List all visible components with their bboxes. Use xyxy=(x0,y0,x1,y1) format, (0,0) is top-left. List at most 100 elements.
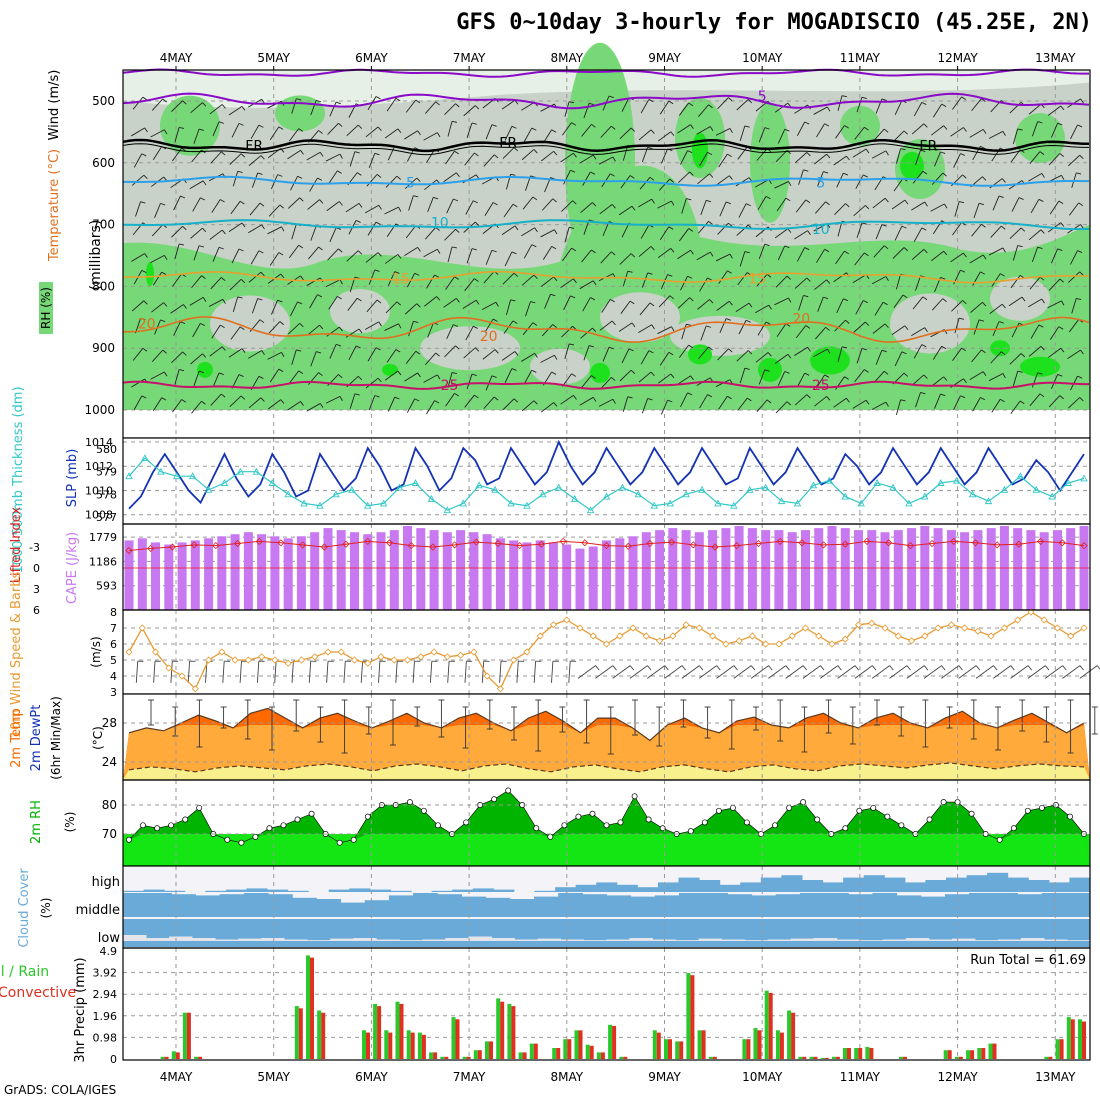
isotherm-10 xyxy=(123,219,1090,231)
wind-barb xyxy=(131,253,148,262)
wind-barb xyxy=(287,401,304,411)
wind-barb xyxy=(758,369,770,385)
lifted-index-marker xyxy=(906,542,914,550)
wind-barb xyxy=(815,326,830,340)
wind-axis-label: Wind (m/s) xyxy=(47,70,62,141)
rh2m-marker xyxy=(336,839,343,846)
date-label-top: 9MAY xyxy=(648,51,681,65)
thickness-marker xyxy=(1000,485,1009,493)
cloud-low-bar xyxy=(330,938,354,941)
wind-barb xyxy=(969,129,987,138)
wind-barb xyxy=(657,200,675,209)
wind-barb xyxy=(698,220,713,234)
wind-barb-10m xyxy=(733,665,756,679)
wind-barb xyxy=(716,300,733,311)
wind-barb xyxy=(911,123,928,135)
wind-barb xyxy=(1068,202,1084,216)
cloud-middle-bar xyxy=(703,893,728,917)
wind-barb xyxy=(365,126,382,138)
thickness-marker xyxy=(586,506,595,514)
cape-bar xyxy=(257,534,267,610)
wind-barb xyxy=(952,96,967,110)
wind-barb xyxy=(619,369,636,382)
dewpt-line xyxy=(128,762,1085,773)
wind-barb xyxy=(174,126,185,143)
wind-barb xyxy=(657,373,675,384)
wind-barb xyxy=(541,402,558,413)
cloud-low-bar xyxy=(928,939,953,941)
wind-barb-10m xyxy=(326,660,334,683)
wind10-marker xyxy=(1014,616,1022,624)
wind-barb xyxy=(541,150,558,162)
wind-barb xyxy=(718,270,732,284)
wind-barb xyxy=(1048,153,1064,166)
wind-barb xyxy=(171,226,187,238)
cloud-low-bar xyxy=(307,940,331,941)
wind10-marker xyxy=(510,656,518,664)
wind-barb xyxy=(756,273,772,287)
wind10-marker xyxy=(1000,624,1008,632)
cape-bar xyxy=(960,532,970,610)
cloud-low-bar xyxy=(744,940,769,941)
wind-barb xyxy=(813,106,831,115)
wind-barb xyxy=(638,324,655,334)
wind10-units-label: (m/s) xyxy=(89,636,103,667)
date-label-bottom: 13MAY xyxy=(1035,1070,1076,1084)
cloud-level-high: high xyxy=(92,875,120,890)
precip-total-bar xyxy=(686,973,691,1059)
thickness-marker xyxy=(188,472,197,480)
temp2m-line xyxy=(128,707,1085,742)
precip-total-bar xyxy=(160,1056,165,1059)
wind-barb xyxy=(387,396,400,412)
thickness-marker xyxy=(809,481,818,489)
wind-barb xyxy=(640,99,654,114)
precip-conv-bar xyxy=(567,1039,572,1059)
wind-barb xyxy=(835,250,849,265)
precip-conv-bar xyxy=(981,1048,986,1059)
rh2m-marker xyxy=(898,822,905,829)
wind-barb xyxy=(368,395,380,411)
wind10-marker xyxy=(457,651,465,659)
cape-bar xyxy=(217,536,227,610)
thickness-marker xyxy=(1016,472,1025,480)
wind-barb-10m xyxy=(222,660,231,683)
wind-barb xyxy=(931,172,947,185)
wind-barb xyxy=(677,297,694,309)
wind-barb xyxy=(446,324,459,339)
wind-barb xyxy=(700,325,712,341)
cape-bar xyxy=(270,536,280,610)
contour-label: 10 xyxy=(812,222,830,238)
wind-barb xyxy=(953,395,966,411)
cloud-middle-bar xyxy=(751,895,777,917)
wind-barb xyxy=(562,247,577,262)
wind-barb xyxy=(677,124,694,134)
wind-barb-10m xyxy=(464,660,473,683)
wind-barb-10m xyxy=(170,660,179,683)
wind-barb xyxy=(1028,298,1045,308)
wind-barb xyxy=(950,127,967,137)
wind-barb-10m xyxy=(785,665,808,679)
wind-barb xyxy=(718,153,732,168)
rh-saturated-patch xyxy=(1020,356,1060,377)
rh2m-marker xyxy=(575,813,582,820)
wind10-marker xyxy=(536,632,544,640)
wind-barb xyxy=(561,200,577,212)
wind-barb xyxy=(232,296,243,313)
wind-barb xyxy=(228,348,246,358)
thickness-marker xyxy=(395,483,404,491)
wind-barb xyxy=(638,371,655,383)
cloud-middle-bar xyxy=(1041,893,1067,917)
cloud-low-bar xyxy=(675,940,700,941)
wind-barb xyxy=(934,151,946,167)
cloud-middle-bar xyxy=(993,893,1018,917)
wind10-marker xyxy=(841,635,849,643)
wind-barb xyxy=(1031,372,1043,388)
thickness-marker xyxy=(236,467,245,475)
thickness-marker xyxy=(921,492,929,500)
wind-barb xyxy=(443,298,460,308)
cloud-high-bar xyxy=(143,889,165,892)
wind-barb xyxy=(447,372,457,388)
wind10-marker xyxy=(496,685,504,693)
slp-tick-label: 1008 xyxy=(85,509,113,522)
cape-bar xyxy=(230,534,240,610)
